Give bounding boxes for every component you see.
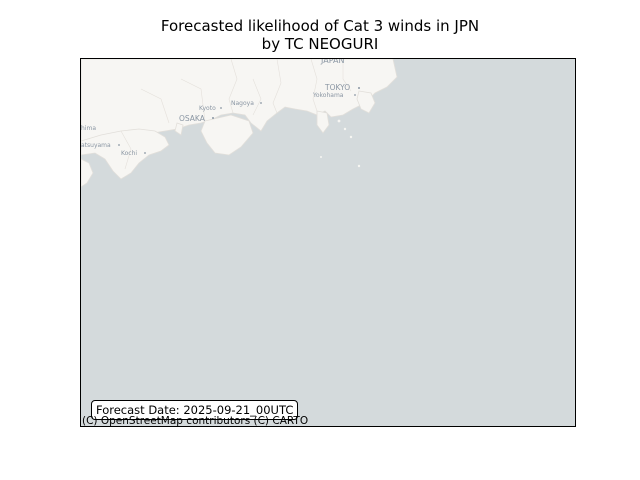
island [130, 66, 136, 72]
city-label-nagoya: Nagoya [231, 100, 254, 107]
landmass-awaji [174, 122, 184, 136]
map-attribution: (C) OpenStreetMap contributors (C) CARTO [82, 415, 309, 427]
city-label-hiroshima: hima [81, 125, 96, 132]
city-dot-nagoya [260, 102, 262, 104]
chart-title-line-2: by TC NEOGURI [261, 35, 379, 53]
city-label-kyoto: Kyoto [199, 105, 216, 112]
landmass-shikoku [81, 128, 170, 180]
city-dot-kochi [144, 152, 146, 154]
map-panel[interactable]: JAPAN TOKYO Yokohama Nagoya Kyoto OSAKA … [80, 58, 576, 427]
chart-title-line-1: Forecasted likelihood of Cat 3 winds in … [160, 17, 480, 35]
city-dot-tokyo [358, 87, 360, 89]
basemap: JAPAN TOKYO Yokohama Nagoya Kyoto OSAKA … [81, 59, 398, 188]
city-dot-yokohama [354, 94, 356, 96]
city-label-japan: JAPAN [320, 59, 344, 65]
island [343, 127, 347, 131]
landmass-izu [316, 110, 330, 134]
landmass-boso [356, 90, 376, 114]
city-label-kochi: Kochi [121, 150, 137, 157]
city-label-tokyo: TOKYO [324, 83, 350, 92]
island [357, 164, 361, 168]
city-label-matsuyama: atsuyama [81, 142, 111, 149]
island [337, 119, 341, 123]
city-dot-matsuyama [118, 144, 120, 146]
city-dot-kyoto [220, 107, 222, 109]
landmass-kyushu [81, 158, 94, 188]
island [349, 135, 353, 139]
prefecture-boundaries [120, 59, 352, 170]
island [123, 71, 127, 75]
landmass-kii [200, 114, 254, 156]
island [320, 156, 322, 158]
city-label-osaka: OSAKA [179, 114, 206, 123]
forecast-date-box: Forecast Date: 2025-09-21_00UTC [91, 400, 299, 420]
city-dot-osaka [212, 117, 214, 119]
city-label-yokohama: Yokohama [312, 92, 344, 99]
